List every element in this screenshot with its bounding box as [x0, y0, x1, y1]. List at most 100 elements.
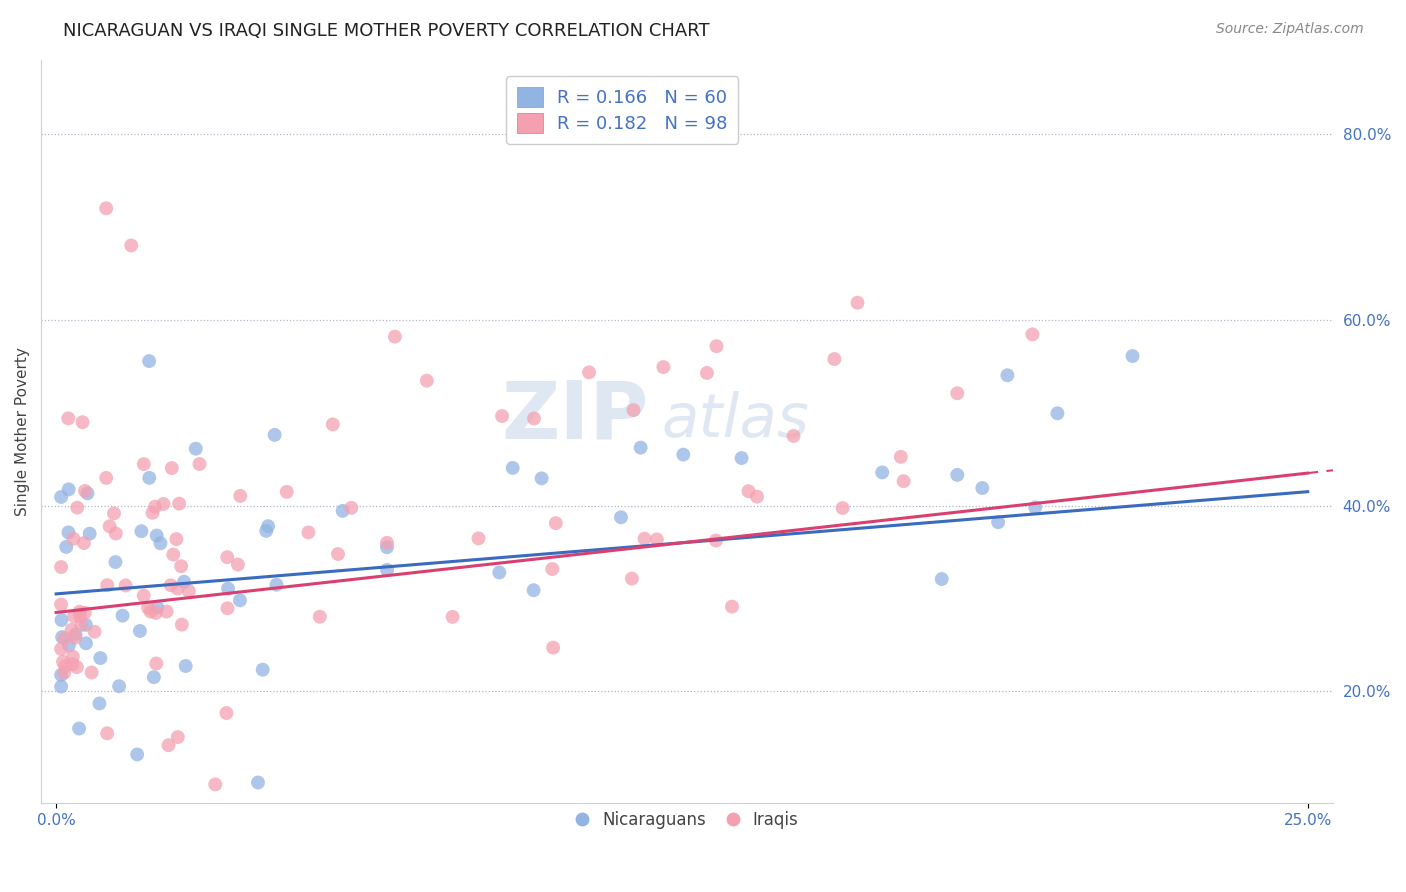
Point [49, 598, 72, 612]
Point [177, 584, 200, 599]
Point [502, 461, 524, 475]
Point [145, 606, 167, 620]
Point [541, 640, 564, 655]
Point [523, 411, 546, 425]
Point [96, 201, 118, 215]
Point [340, 500, 363, 515]
Point [544, 516, 567, 530]
Point [166, 582, 188, 596]
Point [66, 500, 89, 515]
Point [375, 563, 398, 577]
Point [620, 572, 643, 586]
Point [129, 624, 152, 638]
Point [946, 467, 969, 482]
Point [146, 600, 169, 615]
Point [541, 562, 564, 576]
Point [49, 560, 72, 574]
Point [375, 535, 398, 549]
Point [62, 532, 84, 546]
Point [75, 618, 97, 632]
Point [73, 606, 96, 620]
Point [104, 526, 127, 541]
Point [931, 572, 953, 586]
Point [65, 631, 87, 645]
Point [704, 533, 727, 548]
Point [645, 533, 668, 547]
Point [98, 519, 121, 533]
Point [246, 775, 269, 789]
Point [217, 550, 239, 565]
Point [1046, 406, 1069, 420]
Point [76, 486, 98, 500]
Point [142, 670, 165, 684]
Point [523, 583, 546, 598]
Point [58, 483, 80, 497]
Point [51, 613, 73, 627]
Point [89, 651, 111, 665]
Point [79, 526, 101, 541]
Point [55, 540, 77, 554]
Point [266, 578, 288, 592]
Point [159, 578, 181, 592]
Legend: Nicaraguans, Iraqis: Nicaraguans, Iraqis [569, 805, 806, 836]
Point [170, 559, 193, 574]
Point [75, 636, 97, 650]
Point [53, 659, 76, 673]
Point [332, 504, 354, 518]
Point [384, 329, 406, 343]
Text: ZIP: ZIP [501, 377, 648, 456]
Text: NICARAGUAN VS IRAQI SINGLE MOTHER POVERTY CORRELATION CHART: NICARAGUAN VS IRAQI SINGLE MOTHER POVERT… [63, 22, 710, 40]
Point [53, 665, 76, 680]
Point [136, 600, 159, 615]
Point [204, 777, 226, 791]
Point [706, 339, 728, 353]
Point [297, 525, 319, 540]
Point [160, 461, 183, 475]
Point [65, 627, 87, 641]
Point [73, 536, 96, 550]
Point [375, 540, 398, 554]
Point [174, 659, 197, 673]
Point [70, 618, 93, 632]
Point [630, 441, 652, 455]
Point [49, 680, 72, 694]
Point [63, 609, 86, 624]
Point [167, 497, 190, 511]
Point [890, 450, 912, 464]
Point [730, 451, 752, 466]
Point [131, 524, 153, 539]
Point [823, 352, 845, 367]
Point [62, 657, 84, 672]
Point [155, 605, 177, 619]
Point [138, 354, 160, 368]
Point [652, 359, 675, 374]
Point [58, 525, 80, 540]
Point [831, 501, 853, 516]
Point [67, 722, 90, 736]
Point [111, 608, 134, 623]
Point [73, 483, 96, 498]
Point [69, 608, 91, 623]
Point [215, 706, 238, 720]
Point [188, 457, 211, 471]
Point [782, 429, 804, 443]
Point [83, 624, 105, 639]
Point [53, 632, 76, 646]
Point [104, 555, 127, 569]
Point [987, 515, 1010, 529]
Point [257, 519, 280, 533]
Point [152, 497, 174, 511]
Text: Source: ZipAtlas.com: Source: ZipAtlas.com [1216, 22, 1364, 37]
Point [49, 668, 72, 682]
Point [846, 295, 869, 310]
Point [170, 617, 193, 632]
Point [1024, 500, 1046, 515]
Point [530, 471, 553, 485]
Point [252, 663, 274, 677]
Point [254, 524, 277, 538]
Point [162, 548, 184, 562]
Point [96, 726, 118, 740]
Point [72, 415, 94, 429]
Point [217, 582, 239, 596]
Point [633, 532, 655, 546]
